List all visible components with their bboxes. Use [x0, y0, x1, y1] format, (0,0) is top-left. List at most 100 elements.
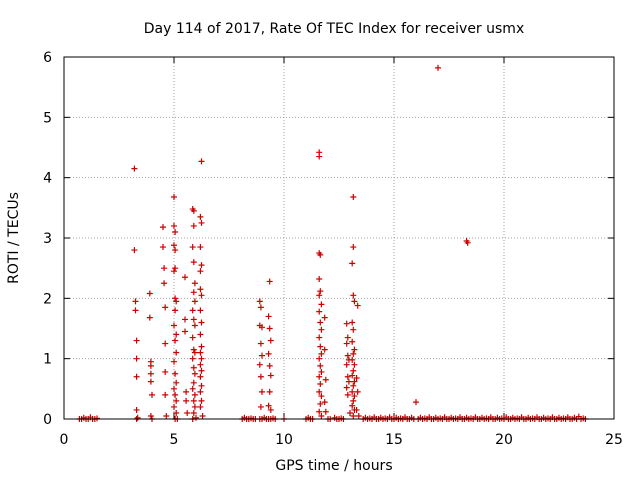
data-point [198, 382, 205, 389]
data-point [344, 373, 351, 380]
data-point [173, 379, 180, 386]
data-point [350, 397, 357, 404]
data-point [267, 337, 274, 344]
data-point [190, 346, 197, 353]
data-point [198, 397, 205, 404]
data-point [256, 298, 263, 305]
data-point [316, 153, 323, 160]
x-tick-label: 5 [170, 432, 179, 448]
data-point [318, 412, 325, 419]
data-point [171, 358, 177, 365]
data-point [317, 400, 324, 407]
data-point [266, 362, 273, 369]
data-point [351, 393, 358, 400]
data-point [266, 388, 273, 395]
data-point [172, 228, 179, 235]
data-point [161, 265, 168, 272]
data-point [173, 409, 180, 416]
x-axis-label: GPS time / hours [275, 458, 392, 474]
y-tick-label: 5 [43, 110, 52, 126]
data-point [349, 319, 356, 326]
data-point [351, 298, 358, 305]
data-point [316, 308, 323, 315]
data-point [347, 409, 353, 416]
data-point [172, 265, 179, 272]
data-point [350, 382, 357, 389]
data-point [257, 340, 264, 347]
data-point [193, 414, 199, 421]
data-point [344, 352, 351, 359]
data-point [413, 399, 419, 406]
data-point [172, 307, 179, 314]
data-point [259, 352, 265, 359]
data-point [132, 307, 139, 314]
data-point [316, 292, 323, 299]
data-point [350, 193, 357, 200]
data-point [349, 402, 356, 409]
data-point [191, 403, 198, 410]
data-point [317, 288, 324, 295]
data-point [353, 406, 360, 413]
data-points [76, 64, 589, 422]
data-point [343, 361, 350, 368]
data-point [147, 412, 154, 419]
data-point [322, 376, 329, 383]
data-point [322, 408, 329, 415]
data-point [350, 367, 357, 374]
data-point [197, 403, 204, 410]
data-point [190, 222, 197, 229]
data-point [257, 304, 264, 311]
data-point [265, 350, 272, 357]
data-point [189, 355, 196, 362]
data-point [350, 412, 357, 419]
data-point [266, 278, 273, 285]
data-point [191, 391, 198, 398]
data-point [133, 373, 140, 380]
y-axis-label: ROTI / TECUs [6, 192, 22, 284]
data-point [147, 378, 154, 385]
chart-title: Day 114 of 2017, Rate Of TEC Index for r… [144, 21, 524, 37]
data-point [197, 307, 204, 314]
data-point [316, 373, 323, 380]
data-point [349, 260, 356, 267]
data-point [171, 242, 177, 249]
data-point [345, 378, 352, 385]
data-point [317, 362, 324, 369]
data-point [191, 322, 198, 329]
data-point [132, 298, 139, 305]
data-point [183, 397, 190, 404]
data-point [191, 280, 198, 287]
y-tick-label: 3 [43, 231, 52, 247]
data-point [146, 314, 153, 321]
y-tick-label: 2 [43, 291, 52, 307]
data-point [163, 412, 170, 419]
data-point [318, 301, 325, 308]
data-point [172, 337, 179, 344]
data-point [343, 320, 350, 327]
data-point [173, 349, 180, 356]
plot-frame [63, 56, 615, 420]
axis-ticks [63, 56, 615, 420]
data-point [183, 388, 190, 395]
data-point [351, 378, 358, 385]
data-point [259, 324, 265, 331]
data-point [198, 219, 205, 226]
data-point [182, 274, 188, 281]
data-point [350, 350, 357, 357]
x-tick-label: 20 [495, 432, 513, 448]
data-point [321, 399, 328, 406]
data-point [197, 373, 204, 380]
data-point [149, 391, 155, 398]
data-point [344, 391, 351, 398]
data-point [318, 368, 325, 375]
data-point [198, 292, 205, 299]
data-point [257, 403, 264, 410]
data-point [259, 388, 265, 395]
data-point [350, 326, 357, 333]
data-point [317, 251, 324, 258]
data-point [316, 408, 323, 415]
data-point [351, 346, 358, 353]
grid [64, 57, 614, 419]
x-tick-label: 10 [275, 432, 293, 448]
